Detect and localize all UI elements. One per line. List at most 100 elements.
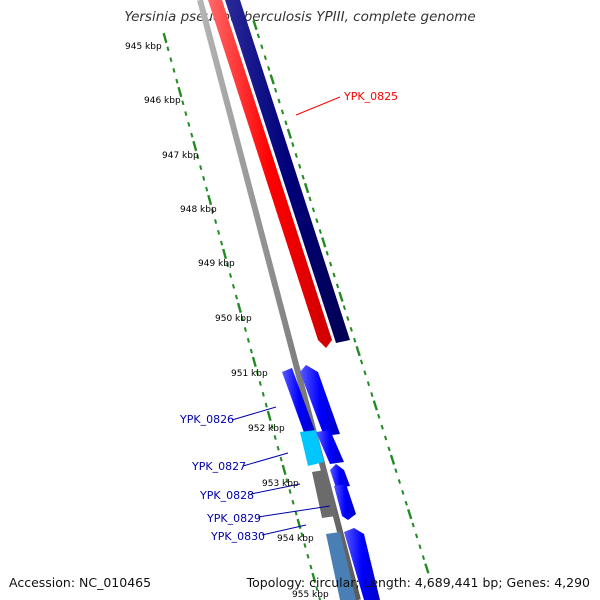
inner-ruler-tick — [240, 316, 244, 322]
outer-ruler-tick — [342, 305, 346, 311]
outer-ruler-tick — [274, 87, 278, 93]
inner-ruler-tick — [264, 402, 268, 408]
outer-ruler-tick — [355, 345, 361, 357]
outer-ruler-tick — [263, 55, 267, 61]
inner-ruler-tick — [285, 478, 289, 484]
gene-label-ypk-0829[interactable]: YPK_0829 — [206, 512, 261, 525]
outer-ruler-tick — [277, 98, 281, 104]
outer-ruler-tick — [338, 291, 344, 302]
inner-ruler-tick — [279, 456, 283, 462]
leader-line-ypk-0825 — [295, 96, 341, 116]
inner-ruler-tick — [175, 78, 179, 84]
inner-ruler-tick — [288, 489, 292, 494]
tick-label: 955 kbp — [292, 590, 329, 600]
inner-ruler-tick — [202, 175, 206, 181]
outer-ruler-tick — [353, 337, 357, 343]
outer-ruler-tick — [318, 229, 322, 234]
inner-ruler-tick — [291, 499, 295, 505]
gene-ypk-0829-feature[interactable] — [330, 464, 350, 488]
outer-ruler-tick — [256, 33, 261, 39]
gene-ypk-0830-feature[interactable] — [326, 532, 356, 600]
outer-ruler-tick — [298, 163, 302, 169]
outer-ruler-tick — [315, 218, 319, 224]
coordinate-ruler — [162, 19, 430, 600]
inner-ruler-tick — [261, 391, 265, 397]
outer-ruler-tick — [308, 196, 312, 202]
inner-ruler-tick — [214, 219, 218, 224]
tick-label: 945 kbp — [125, 42, 162, 52]
outer-ruler-tick — [389, 454, 396, 465]
gene-label-ypk-0830[interactable]: YPK_0830 — [210, 530, 265, 543]
outer-ruler-tick — [363, 370, 367, 376]
gene-blue-lower-feature[interactable] — [344, 528, 380, 600]
outer-ruler-tick — [332, 272, 336, 278]
gene-ypk-0826b-feature[interactable] — [300, 365, 340, 436]
gene-cyan-forward-feature[interactable] — [316, 430, 344, 464]
inner-ruler-tick — [187, 121, 191, 127]
tick-label: 953 kbp — [262, 479, 299, 489]
outer-ruler-tick — [321, 237, 327, 248]
inner-ruler-tick — [306, 553, 310, 559]
outer-ruler-tick — [252, 19, 258, 31]
leader-line-ypk-0830 — [261, 524, 307, 536]
gene-ypk-0827-feature[interactable] — [300, 430, 324, 466]
inner-ruler-tick — [276, 445, 280, 451]
inner-ruler-tick — [225, 262, 230, 268]
outer-ruler-tick — [346, 316, 350, 321]
outer-ruler-tick — [301, 174, 305, 180]
leader-line-ypk-0828 — [250, 483, 301, 495]
gene-navy-forward-feature[interactable] — [225, 0, 350, 343]
inner-ruler-tick — [311, 572, 317, 583]
tick-label: 946 kbp — [144, 96, 181, 106]
inner-ruler-tick — [309, 564, 313, 570]
outer-ruler-tick — [303, 182, 310, 194]
outer-ruler-tick — [370, 392, 374, 397]
inner-ruler-tick — [249, 348, 253, 354]
genome-summary-label: Topology: circular; Length: 4,689,441 bp… — [246, 575, 590, 590]
inner-ruler-tick — [181, 100, 185, 106]
inner-ruler-tick — [192, 140, 198, 152]
leader-line-ypk-0829 — [257, 505, 331, 518]
leader-line-ypk-0827 — [242, 452, 289, 467]
tick-label: 954 kbp — [277, 534, 314, 544]
inner-ruler-tick — [220, 240, 224, 246]
inner-ruler-tick — [273, 435, 277, 440]
inner-ruler-tick — [199, 165, 203, 170]
inner-ruler-tick — [246, 337, 250, 343]
leader-line-ypk-0826 — [231, 406, 277, 421]
outer-ruler-tick — [407, 508, 413, 520]
tick-label: 951 kbp — [231, 369, 268, 379]
inner-ruler-tick — [184, 111, 188, 116]
map-title: Yersinia pseudotuberculosis YPIII, compl… — [124, 9, 476, 25]
outer-ruler-tick — [366, 381, 371, 387]
inner-ruler-tick — [222, 248, 228, 260]
outer-ruler-tick — [349, 326, 353, 332]
gene-ypk-0826-feature[interactable] — [282, 368, 316, 438]
outer-ruler-tick — [260, 44, 264, 50]
inner-ruler-tick — [318, 597, 322, 600]
outer-ruler-tick — [401, 489, 405, 495]
feature-track — [208, 0, 380, 600]
gene-labels: YPK_0825 YPK_0826 YPK_0827 YPK_0828 YPK_… — [179, 90, 398, 543]
gene-ypk-0829b-feature[interactable] — [334, 484, 356, 520]
tick-label: 950 kbp — [215, 314, 252, 324]
inner-ruler-tick — [211, 208, 215, 214]
gene-label-ypk-0827[interactable]: YPK_0827 — [191, 460, 246, 473]
inner-ruler-tick — [207, 194, 213, 206]
inner-ruler-tick — [205, 186, 209, 192]
inner-ruler-tick — [217, 229, 221, 235]
outer-ruler-tick — [411, 522, 415, 528]
inner-ruler-tick — [258, 381, 262, 386]
outer-ruler-tick — [421, 555, 426, 560]
outer-ruler-tick — [380, 424, 384, 430]
inner-ruler-tick — [169, 57, 173, 62]
gene-label-ypk-0826[interactable]: YPK_0826 — [179, 413, 234, 426]
gene-ypk-0825-feature[interactable] — [208, 0, 332, 348]
gene-label-ypk-0825[interactable]: YPK_0825 — [343, 90, 398, 103]
inner-ruler-tick — [236, 302, 242, 314]
outer-ruler-tick — [284, 120, 288, 126]
inner-ruler-tick — [166, 46, 170, 52]
gene-label-ypk-0828[interactable]: YPK_0828 — [199, 489, 254, 502]
tick-label: 948 kbp — [180, 205, 217, 215]
